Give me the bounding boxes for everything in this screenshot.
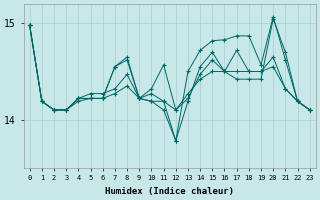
X-axis label: Humidex (Indice chaleur): Humidex (Indice chaleur) [105,187,234,196]
